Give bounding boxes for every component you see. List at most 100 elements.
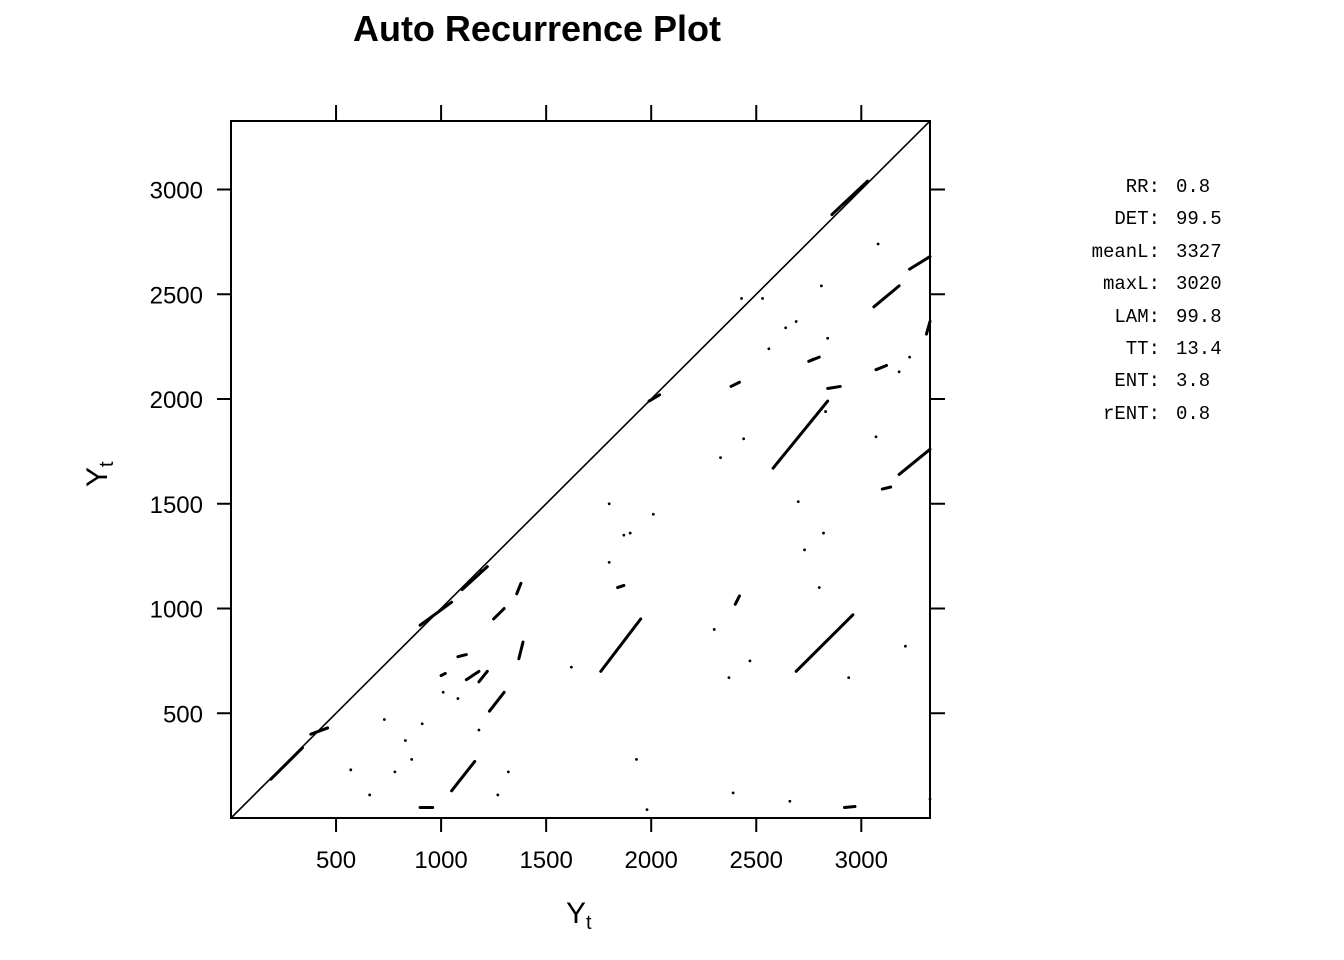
recurrence-segment [842,804,857,810]
stat-value: 13.4 [1176,337,1222,360]
recurrence-segment [460,565,489,592]
recurrence-segment [487,690,506,713]
recurrence-point [622,533,626,537]
recurrence-point [382,718,386,721]
stat-value: 3327 [1176,240,1222,263]
stat-value: 0.8 [1176,176,1211,198]
recurrence-point [479,569,483,573]
x-tick-label: 3000 [835,847,888,874]
recurrence-point [826,336,830,340]
stat-name: TT: [1125,337,1160,360]
recurrence-point [761,297,764,300]
recurrence-point [822,531,825,535]
recurrence-point [719,456,722,460]
x-tick-label: 2000 [625,847,678,874]
recurrence-segment [269,746,304,781]
recurrence-marks [230,120,932,819]
stat-row-ent: ENT: 3.8 [1062,370,1242,402]
stat-value: 99.8 [1176,305,1222,328]
recurrence-segment [908,255,932,271]
recurrence-point [748,659,752,663]
recurrence-segment [897,447,932,476]
recurrence-point [441,690,445,694]
stat-name: LAM: [1114,305,1160,328]
recurrence-segment [872,284,901,309]
recurrence-point [740,297,743,300]
stat-name: DET: [1114,208,1160,231]
recurrence-point [635,757,638,761]
recurrence-point [456,697,460,700]
recurrence-point [908,355,912,359]
recurrence-point [727,676,731,680]
stat-value: 0.8 [1176,402,1211,425]
recurrence-segment [729,380,741,388]
stat-row-rent: rENT: 0.8 [1062,403,1242,435]
recurrence-segment [477,669,489,684]
x-axis-label-main: Y [566,897,586,930]
recurrence-point [731,791,735,795]
recurrence-segment [880,485,893,491]
recurrence-point [811,357,815,361]
recurrence-segment [794,613,855,673]
x-axis-label: Yt [566,897,592,934]
stat-value: 3.8 [1176,370,1211,393]
recurrence-point [712,628,716,631]
recurrence-segment [450,759,477,793]
recurrence-point [496,793,500,797]
recurrence-point [817,586,821,589]
recurrence-segment [599,617,643,673]
recurrence-segment [826,384,842,391]
recurrence-point [874,435,878,439]
stat-name: rENT: [1102,402,1160,425]
recurrence-segment [439,671,447,678]
stat-name: RR: [1125,176,1160,198]
y-axis-label-main: Y [81,467,114,487]
chart-title: Auto Recurrence Plot [352,8,722,49]
recurrence-segment [771,399,830,470]
recurrence-point [767,347,771,351]
x-tick-label: 1500 [519,847,572,874]
stat-value: 3020 [1176,273,1222,296]
recurrence-point [368,793,372,797]
recurrence-point [897,370,901,374]
recurrence-segment [464,669,481,682]
x-tick-label: 500 [316,847,356,874]
y-tick-label: 2500 [150,282,203,309]
recurrence-segment [418,600,454,627]
plot-frame [230,120,931,819]
recurrence-point [607,561,611,564]
y-axis-label-sub: t [96,461,118,467]
recurrence-segment [647,393,662,403]
rqa-stats-panel: RR: 0.8 DET: 99.5 meanL: 3327 maxL: 3020 LAM… [1062,176,1242,435]
recurrence-point [803,548,806,552]
recurrence-point [904,644,907,648]
recurrence-point [607,502,611,506]
recurrence-segment [517,640,525,661]
recurrence-point [349,768,353,772]
recurrence-point [928,797,932,801]
recurrence-point [651,512,655,516]
recurrence-point [876,242,880,246]
stat-row-lam: LAM: 99.8 [1062,306,1242,338]
recurrence-point [819,284,823,288]
recurrence-point [824,410,827,413]
stat-value: 99.5 [1176,208,1222,231]
recurrence-segment [924,319,932,336]
recurrence-point [393,770,397,774]
recurrence-point [410,757,414,761]
recurrence-segment [492,607,506,621]
recurrence-point [796,500,800,504]
stat-row-maxl: maxL: 3020 [1062,273,1242,305]
recurrence-point [628,531,632,535]
recurrence-segment [830,179,870,217]
recurrence-point [847,676,851,680]
recurrence-point [784,326,788,330]
y-tick-label: 2000 [150,387,203,414]
stat-row-det: DET: 99.5 [1062,208,1242,240]
recurrence-point [742,437,746,441]
stat-name: ENT: [1114,370,1160,393]
y-tick-label: 1000 [150,597,203,624]
recurrence-segment [515,581,523,596]
axis-ticks: 500 1000 1500 2000 2500 3000 500 1000 1500 2000 25… [150,105,945,874]
